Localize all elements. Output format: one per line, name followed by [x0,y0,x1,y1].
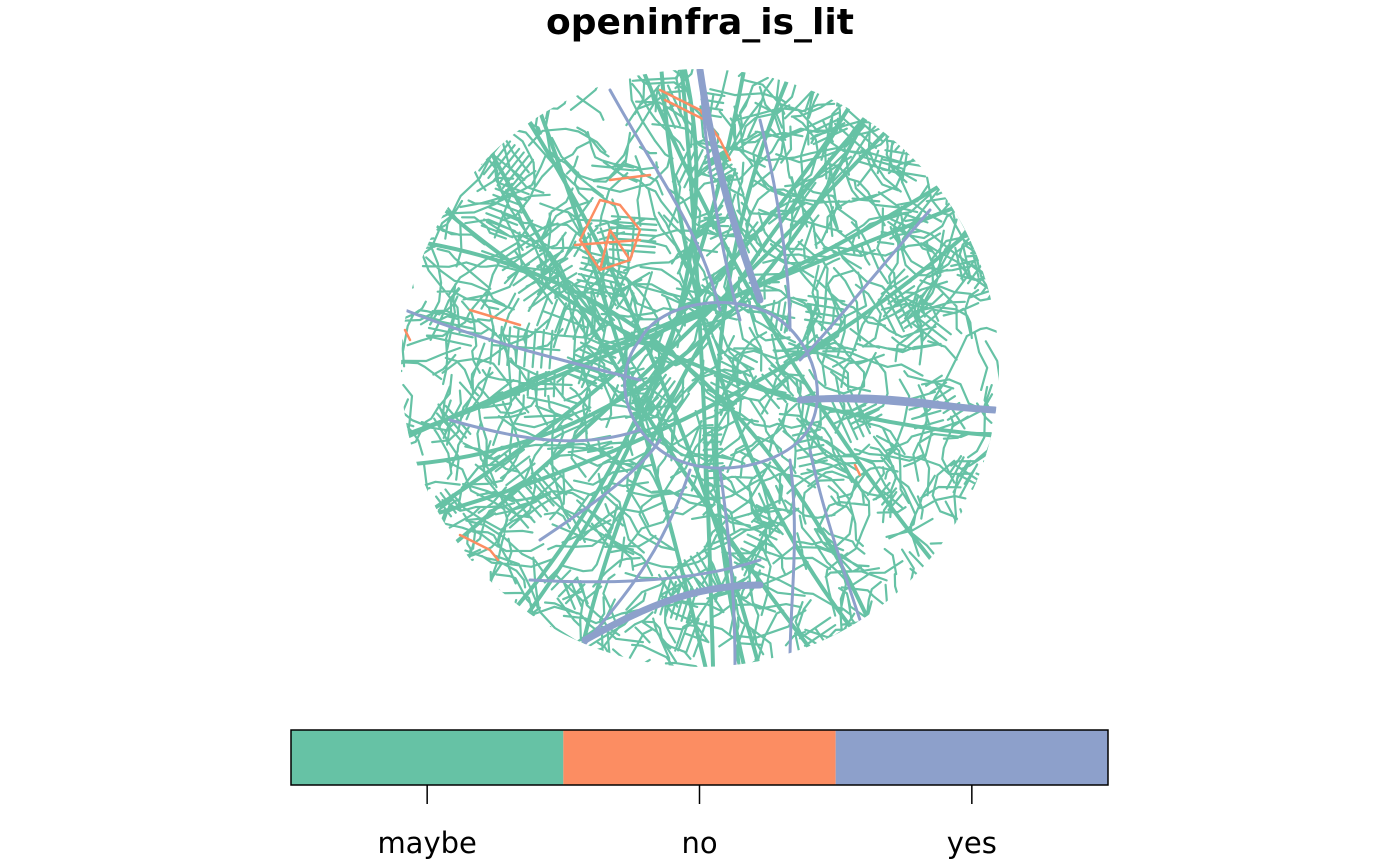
legend-swatch-maybe [291,730,564,785]
roads-yes-motorways [581,69,999,644]
map-title: openinfra_is_lit [546,2,854,43]
legend-label-no: no [681,826,717,860]
road-network-map [401,69,999,667]
legend-label-maybe: maybe [377,826,476,860]
legend-label-yes: yes [947,826,997,860]
roads-yes-layer [403,69,999,667]
roads-yes [403,69,997,667]
legend-swatch-yes [835,730,1108,785]
legend-swatch-no [563,730,836,785]
roads-maybe-arterials [401,69,999,667]
